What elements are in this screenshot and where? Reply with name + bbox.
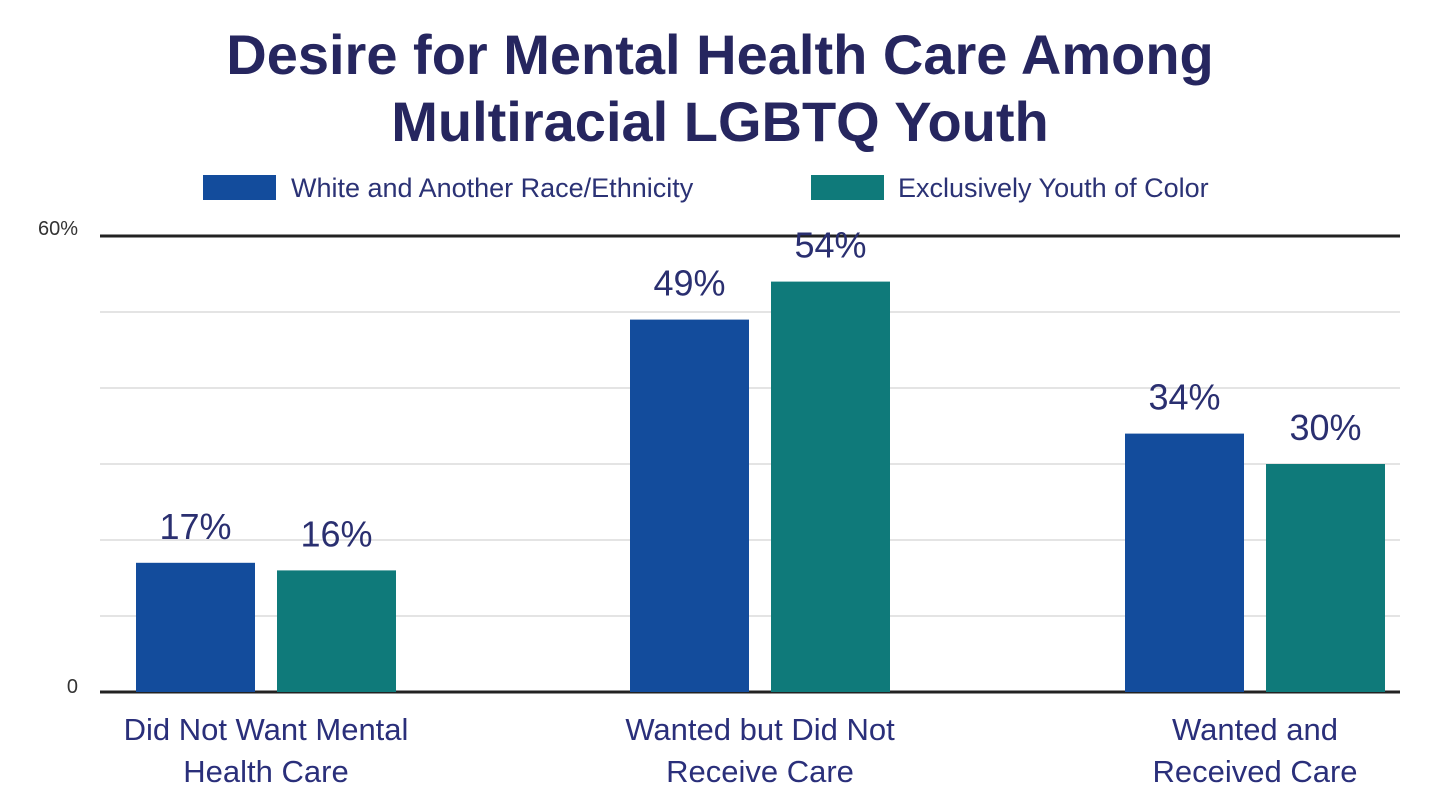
data-label: 49% xyxy=(653,263,725,304)
category-label-did-not-want-line-1: Did Not Want Mental xyxy=(124,712,409,747)
category-label-wanted-not-received-line-1: Wanted but Did Not xyxy=(625,712,895,747)
data-label: 54% xyxy=(794,225,866,266)
bar-white-and-another-race xyxy=(1125,433,1244,692)
bar-white-and-another-race xyxy=(630,319,749,692)
category-label-wanted-received-line-1: Wanted and xyxy=(1172,712,1338,747)
chart-title-line-2: Multiracial LGBTQ Youth xyxy=(391,90,1049,153)
data-label: 30% xyxy=(1289,407,1361,448)
data-label: 16% xyxy=(300,513,372,554)
category-label-wanted-not-received-line-2: Receive Care xyxy=(666,754,854,789)
legend-label-white-and-another-race: White and Another Race/Ethnicity xyxy=(291,173,694,203)
bar-exclusively-youth-of-color xyxy=(1266,464,1385,692)
bar-white-and-another-race xyxy=(136,562,255,692)
data-label: 34% xyxy=(1148,377,1220,418)
legend-swatch-exclusively-youth-of-color xyxy=(811,175,884,200)
legend: White and Another Race/Ethnicity Exclusi… xyxy=(203,173,1209,203)
y-tick-label-bottom: 0 xyxy=(67,676,78,698)
legend-swatch-white-and-another-race xyxy=(203,175,276,200)
bar-exclusively-youth-of-color xyxy=(771,281,890,692)
bars: 17% 16% 49% 54% 34% 30% xyxy=(136,225,1385,692)
y-tick-label-top: 60% xyxy=(38,218,78,240)
category-labels: Did Not Want Mental Health Care Wanted b… xyxy=(124,712,1358,789)
category-label-wanted-received-line-2: Received Care xyxy=(1152,754,1357,789)
chart-title-line-1: Desire for Mental Health Care Among xyxy=(226,23,1213,86)
bar-exclusively-youth-of-color xyxy=(277,570,396,692)
legend-label-exclusively-youth-of-color: Exclusively Youth of Color xyxy=(898,173,1209,203)
category-label-did-not-want-line-2: Health Care xyxy=(183,754,348,789)
data-label: 17% xyxy=(159,506,231,547)
